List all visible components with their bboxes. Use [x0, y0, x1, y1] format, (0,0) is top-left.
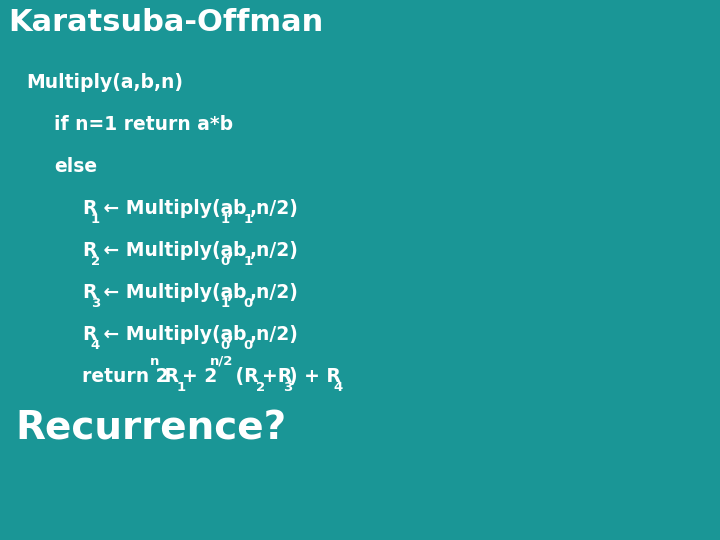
Text: 0: 0 — [220, 255, 230, 268]
Text: +R: +R — [262, 367, 292, 386]
Text: Multiply(a,b,n): Multiply(a,b,n) — [26, 73, 183, 92]
Text: ,b: ,b — [226, 283, 246, 302]
Text: ,b: ,b — [226, 199, 246, 218]
Text: R: R — [82, 283, 96, 302]
Text: ,b: ,b — [226, 325, 246, 344]
Text: 2: 2 — [91, 255, 100, 268]
Text: 0: 0 — [220, 339, 230, 352]
Text: 3: 3 — [91, 298, 100, 310]
Text: 4: 4 — [333, 381, 343, 394]
Text: Karatsuba-Offman: Karatsuba-Offman — [8, 8, 323, 37]
Text: 3: 3 — [283, 381, 292, 394]
Text: R: R — [158, 367, 179, 386]
Text: 1: 1 — [243, 255, 252, 268]
Text: R: R — [82, 325, 96, 344]
Text: 1: 1 — [220, 213, 229, 226]
Text: 4: 4 — [91, 339, 100, 352]
Text: if n=1 return a*b: if n=1 return a*b — [54, 115, 233, 134]
Text: Recurrence?: Recurrence? — [15, 410, 286, 448]
Text: ) + R: ) + R — [289, 367, 341, 386]
Text: ← Multiply(a: ← Multiply(a — [96, 241, 233, 260]
Text: n: n — [150, 355, 160, 368]
Text: 1: 1 — [91, 213, 100, 226]
Text: (R: (R — [229, 367, 258, 386]
Text: R: R — [82, 199, 96, 218]
Text: + 2: + 2 — [182, 367, 217, 386]
Text: 1: 1 — [243, 213, 252, 226]
Text: 0: 0 — [243, 339, 252, 352]
Text: return 2: return 2 — [82, 367, 169, 386]
Text: 1: 1 — [220, 298, 229, 310]
Text: ,b: ,b — [226, 241, 246, 260]
Text: ,n/2): ,n/2) — [249, 241, 298, 260]
Text: ← Multiply(a: ← Multiply(a — [96, 283, 233, 302]
Text: 0: 0 — [243, 298, 252, 310]
Text: ,n/2): ,n/2) — [249, 283, 298, 302]
Text: n/2: n/2 — [210, 355, 233, 368]
Text: 2: 2 — [256, 381, 265, 394]
Text: ,n/2): ,n/2) — [249, 199, 298, 218]
Text: R: R — [82, 241, 96, 260]
Text: else: else — [54, 157, 97, 176]
Text: ← Multiply(a: ← Multiply(a — [96, 325, 233, 344]
Text: ← Multiply(a: ← Multiply(a — [96, 199, 233, 218]
Text: ,n/2): ,n/2) — [249, 325, 298, 344]
Text: 1: 1 — [176, 381, 185, 394]
